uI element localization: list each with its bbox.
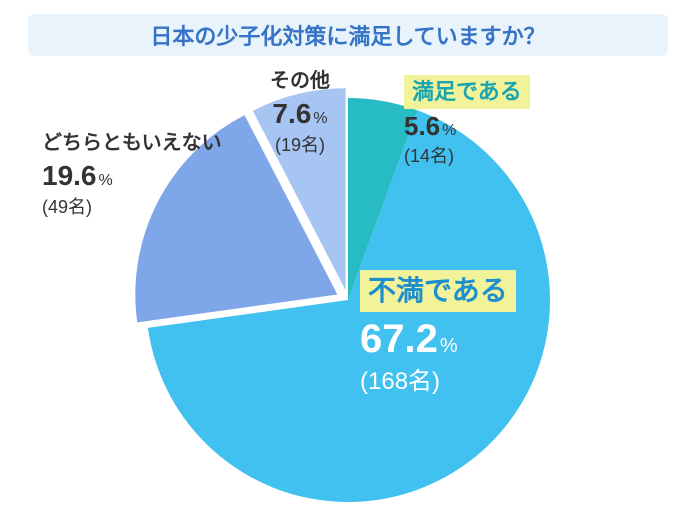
label-dissatisfied: 不満である 67.2% (168名) <box>360 270 516 398</box>
label-other-count: (19名) <box>270 133 330 157</box>
chart-container: 日本の少子化対策に満足していますか？ 満足である 5.6% (14名) 不満であ… <box>0 0 696 522</box>
label-satisfied: 満足である 5.6% (14名) <box>404 75 530 168</box>
label-dissatisfied-pct-value: 67.2 <box>360 317 438 361</box>
percent-unit: % <box>442 122 456 139</box>
label-neither-pct: 19.6% <box>42 157 222 195</box>
label-neither-count: (49名) <box>42 195 222 219</box>
label-other-pct-value: 7.6 <box>272 98 311 129</box>
label-dissatisfied-count: (168名) <box>360 366 516 398</box>
label-satisfied-name: 満足である <box>404 75 530 109</box>
label-other-pct: 7.6% <box>270 95 330 133</box>
label-satisfied-pct-value: 5.6 <box>404 111 440 141</box>
percent-unit: % <box>313 110 327 127</box>
label-other-name: その他 <box>270 68 330 95</box>
label-dissatisfied-name: 不満である <box>360 270 516 312</box>
label-dissatisfied-pct: 67.2% <box>360 312 516 366</box>
percent-unit: % <box>440 335 458 357</box>
label-satisfied-count: (14名) <box>404 144 530 168</box>
label-neither: どちらともいえない 19.6% (49名) <box>42 130 222 219</box>
percent-unit: % <box>99 172 113 189</box>
pie-chart <box>0 0 696 522</box>
label-other: その他 7.6% (19名) <box>270 68 330 157</box>
label-neither-pct-value: 19.6 <box>42 160 97 191</box>
label-neither-name: どちらともいえない <box>42 130 222 157</box>
label-satisfied-pct: 5.6% <box>404 109 530 144</box>
